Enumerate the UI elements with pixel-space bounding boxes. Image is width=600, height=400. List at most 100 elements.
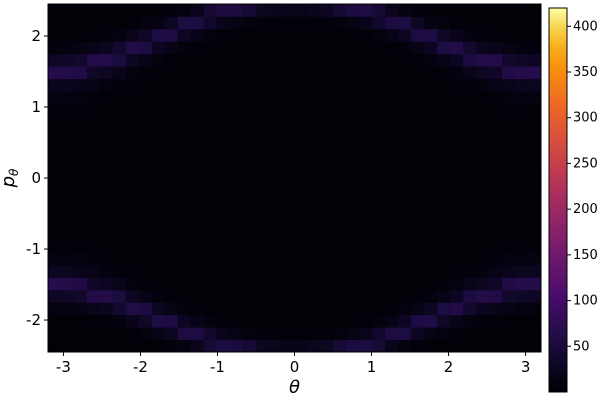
heatmap-cell [320, 190, 334, 204]
heatmap-cell [320, 41, 334, 55]
heatmap-cell [424, 227, 438, 241]
heatmap-cell [450, 103, 464, 117]
heatmap-cell [294, 277, 308, 291]
heatmap-cell [281, 252, 295, 266]
heatmap-cell [203, 41, 218, 55]
heatmap-cell [333, 339, 347, 353]
heatmap-cell [73, 128, 88, 142]
heatmap-cell [359, 190, 373, 204]
heatmap-cell [112, 165, 127, 179]
heatmap-cell [476, 327, 490, 340]
heatmap-cell [359, 327, 373, 340]
heatmap-cell [48, 227, 62, 241]
heatmap-cell [411, 252, 425, 266]
heatmap-cell [359, 252, 373, 266]
heatmap-cell [48, 240, 62, 253]
heatmap-cell [320, 165, 334, 179]
heatmap-cell [424, 128, 438, 142]
heatmap-cell [528, 327, 542, 340]
heatmap-cell [203, 178, 218, 191]
heatmap-cell [229, 103, 244, 117]
heatmap-cell [372, 140, 386, 154]
heatmap-cell [528, 339, 542, 353]
heatmap-cell [242, 252, 256, 266]
heatmap-cell [424, 289, 438, 303]
colorbar-tick-label: 300 [573, 111, 598, 126]
heatmap-cell [86, 153, 101, 166]
heatmap-cell [411, 28, 425, 42]
heatmap-cell [463, 16, 477, 30]
heatmap-cell [294, 227, 308, 241]
heatmap-cell [86, 240, 101, 253]
heatmap-cell [99, 314, 114, 328]
heatmap-cell [112, 4, 127, 17]
heatmap-cell [86, 252, 101, 266]
heatmap-cell [177, 165, 192, 179]
x-axis-ticks: -3 -2 -1 0 1 2 3 [56, 352, 530, 376]
heatmap-cell [151, 103, 166, 117]
heatmap-cell [281, 28, 295, 42]
heatmap-cell [489, 289, 503, 303]
heatmap-cell [281, 302, 295, 316]
heatmap-cell [424, 66, 438, 79]
heatmap-cell [359, 302, 373, 316]
heatmap-cell [138, 190, 153, 204]
heatmap-cell [489, 252, 503, 266]
heatmap-cell [138, 128, 153, 142]
heatmap-cell [307, 140, 321, 154]
heatmap-cell [385, 339, 399, 353]
heatmap-cell [424, 265, 438, 278]
heatmap-cell [255, 78, 269, 92]
heatmap-cell [372, 53, 386, 67]
heatmap-cell [489, 4, 503, 17]
heatmap-cell [294, 190, 308, 204]
heatmap-cell [489, 302, 503, 316]
heatmap-cell [216, 140, 231, 154]
heatmap-cell [528, 4, 542, 17]
heatmap-cell [216, 265, 231, 278]
heatmap-cell [216, 289, 231, 303]
heatmap-cell [385, 140, 399, 154]
heatmap-cell [86, 190, 101, 204]
heatmap-cell [281, 41, 295, 55]
heatmap-cell [60, 153, 75, 166]
heatmap-cell [333, 327, 347, 340]
heatmap-cell [151, 215, 166, 229]
heatmap-cell [424, 28, 438, 42]
heatmap-cell [489, 327, 503, 340]
heatmap-cell [99, 28, 114, 42]
heatmap-cell [320, 78, 334, 92]
heatmap-cell [216, 4, 231, 17]
heatmap-cell [60, 165, 75, 179]
heatmap-cell [450, 227, 464, 241]
heatmap-cell [398, 289, 412, 303]
heatmap-cell [411, 128, 425, 142]
heatmap-cell [190, 103, 205, 117]
heatmap-cell [320, 215, 334, 229]
heatmap-cell [86, 53, 101, 67]
heatmap-cell [190, 289, 205, 303]
colorbar-tick-label: 100 [573, 294, 598, 309]
heatmap-cell [307, 53, 321, 67]
heatmap-cell [476, 190, 490, 204]
heatmap-cell [450, 314, 464, 328]
heatmap-cell [385, 41, 399, 55]
heatmap-cell [73, 53, 88, 67]
heatmap-cell [294, 289, 308, 303]
heatmap-cell [489, 41, 503, 55]
heatmap-cell [515, 153, 529, 166]
heatmap-cell [372, 277, 386, 291]
y-axis-ticks: -2 -1 0 1 2 [26, 27, 48, 329]
heatmap-cell [242, 277, 256, 291]
heatmap-cell [60, 339, 75, 353]
heatmap-cell [281, 277, 295, 291]
heatmap-cell [73, 202, 88, 216]
heatmap-cell [307, 103, 321, 117]
heatmap-cell [99, 240, 114, 253]
y-tick-label: 0 [31, 169, 41, 187]
heatmap-cell [73, 16, 88, 30]
heatmap-cell [268, 66, 282, 79]
heatmap-cell [489, 190, 503, 204]
heatmap-cell [385, 115, 399, 129]
heatmap-cell [502, 153, 516, 166]
